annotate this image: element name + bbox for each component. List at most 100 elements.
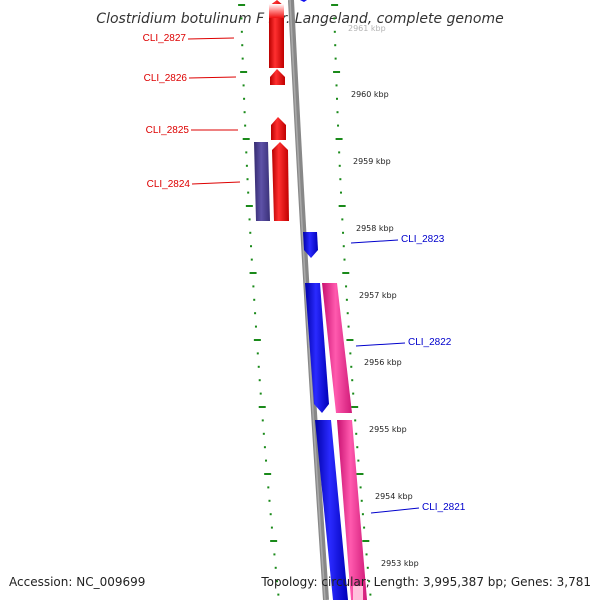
outer-ring-tick: [354, 419, 357, 422]
inner-ring-tick: [259, 392, 262, 395]
outer-ring-tick: [357, 459, 360, 462]
outer-ring-tick: [336, 97, 339, 100]
gene-labels: CLI_2827 CLI_2826 CLI_2825 CLI_2824 CLI_…: [143, 33, 466, 514]
inner-ring-tick: [245, 151, 248, 154]
label-cli-2823[interactable]: CLI_2823: [401, 234, 445, 245]
outer-ring-tick: [334, 57, 337, 60]
inner-ring-tick: [257, 365, 260, 368]
label-cli-2827[interactable]: CLI_2827: [143, 33, 187, 44]
inner-ring-tick: [244, 124, 247, 127]
scale-label-2956: 2956 kbp: [364, 358, 402, 367]
outer-ring-tick: [350, 365, 353, 368]
inner-ring-tick: [263, 446, 266, 449]
inner-ring-tick: [258, 406, 266, 408]
outer-ring-tick: [366, 566, 369, 569]
outer-ring-tick: [335, 138, 343, 140]
inner-ring-tick: [270, 526, 273, 529]
label-cli-2821[interactable]: CLI_2821: [422, 502, 466, 513]
inner-ring-tick: [262, 432, 265, 435]
leader-cli-2826: [188, 76, 237, 79]
inner-ring-tick: [268, 499, 271, 502]
inner-ring-tick: [276, 580, 279, 583]
gene-pink-lower[interactable]: [337, 420, 367, 600]
inner-ring-tick: [254, 325, 257, 328]
gene-cli-2826[interactable]: [270, 69, 285, 85]
outer-ring-tick: [365, 553, 368, 556]
inner-ring-tick: [242, 138, 250, 140]
outer-ring-tick: [333, 17, 336, 20]
leader-cli-2822: [355, 342, 406, 347]
outer-ring-tick: [342, 245, 345, 248]
inner-ring-tick: [267, 486, 270, 489]
inner-ring-tick: [245, 205, 253, 207]
inner-ring-tick: [277, 593, 280, 596]
gene-cli-2823[interactable]: [303, 232, 318, 258]
outer-ring-tick: [338, 164, 341, 167]
outer-ring-tick: [338, 205, 346, 207]
outer-ring-tick: [361, 513, 364, 516]
outer-ring-tick: [355, 432, 358, 435]
gene-cli-2827-fade: [269, 4, 284, 18]
outer-ring-tick: [351, 379, 354, 382]
outer-ring-tick: [368, 580, 371, 583]
scale-label-2955: 2955 kbp: [369, 425, 407, 434]
outer-ring-tick: [341, 218, 344, 221]
scale-labels: 2961 kbp 2960 kbp 2959 kbp 2958 kbp 2957…: [348, 24, 419, 568]
gene-blue-top-fragment: [300, 0, 307, 2]
gene-purple[interactable]: [254, 142, 270, 221]
label-cli-2822[interactable]: CLI_2822: [408, 337, 452, 348]
inner-ring-tick: [249, 272, 257, 274]
inner-ring-tick: [252, 285, 255, 288]
gene-cli-2822[interactable]: [305, 283, 329, 413]
inner-ring-tick: [240, 71, 248, 73]
outer-ring-tick: [360, 499, 363, 502]
outer-ring-tick: [359, 486, 362, 489]
outer-ring-tick: [347, 325, 350, 328]
outer-ring-tick: [337, 124, 340, 127]
scale-label-2957: 2957 kbp: [359, 291, 397, 300]
outer-ring-tick: [331, 4, 339, 6]
inner-ring-tick: [243, 111, 246, 114]
gene-cli-2825[interactable]: [271, 117, 286, 140]
outer-ring-tick: [363, 526, 366, 529]
inner-ring-tick: [254, 312, 257, 315]
inner-ring-tick: [247, 191, 250, 194]
inner-ring-tick: [246, 178, 249, 181]
gene-cli-2824[interactable]: [272, 142, 289, 221]
inner-ring-tick: [256, 352, 259, 355]
label-cli-2826[interactable]: CLI_2826: [144, 73, 188, 84]
inner-ring-tick: [250, 258, 253, 261]
outer-ring-tick: [342, 272, 350, 274]
scale-label-2953: 2953 kbp: [381, 559, 419, 568]
outer-ring-tick: [339, 178, 342, 181]
label-cli-2825[interactable]: CLI_2825: [146, 125, 190, 136]
gene-cli-2821[interactable]: [315, 420, 348, 600]
gene-pink[interactable]: [322, 283, 352, 413]
inner-ring-tick: [274, 566, 277, 569]
inner-ring-tick: [248, 218, 251, 221]
forward-strand-genes: [300, 0, 367, 600]
inner-ring-tick: [245, 164, 248, 167]
inner-ring-tick: [258, 379, 261, 382]
outer-ring-tick: [346, 312, 349, 315]
scale-label-2961: 2961 kbp: [348, 24, 386, 33]
outer-ring-tick: [336, 111, 339, 114]
inner-ring-tick: [273, 553, 276, 556]
leader-cli-2821: [370, 507, 420, 514]
inner-ring-tick: [253, 298, 256, 301]
inner-ring-tick: [269, 513, 272, 516]
outer-ring-tick: [362, 540, 370, 542]
outer-ring-tick: [338, 151, 341, 154]
outer-ring-tick: [333, 30, 336, 33]
outer-ring-tick: [356, 446, 359, 449]
leader-cli-2824: [191, 181, 241, 185]
backbone-highlight: [289, 0, 326, 600]
scale-label-2959: 2959 kbp: [353, 157, 391, 166]
outer-ring-tick: [346, 339, 354, 341]
label-cli-2824[interactable]: CLI_2824: [147, 179, 191, 190]
inner-ring-tick: [250, 245, 253, 248]
inner-tick-ring: [238, 4, 280, 596]
leader-cli-2827: [187, 37, 235, 40]
inner-ring-tick: [264, 473, 272, 475]
